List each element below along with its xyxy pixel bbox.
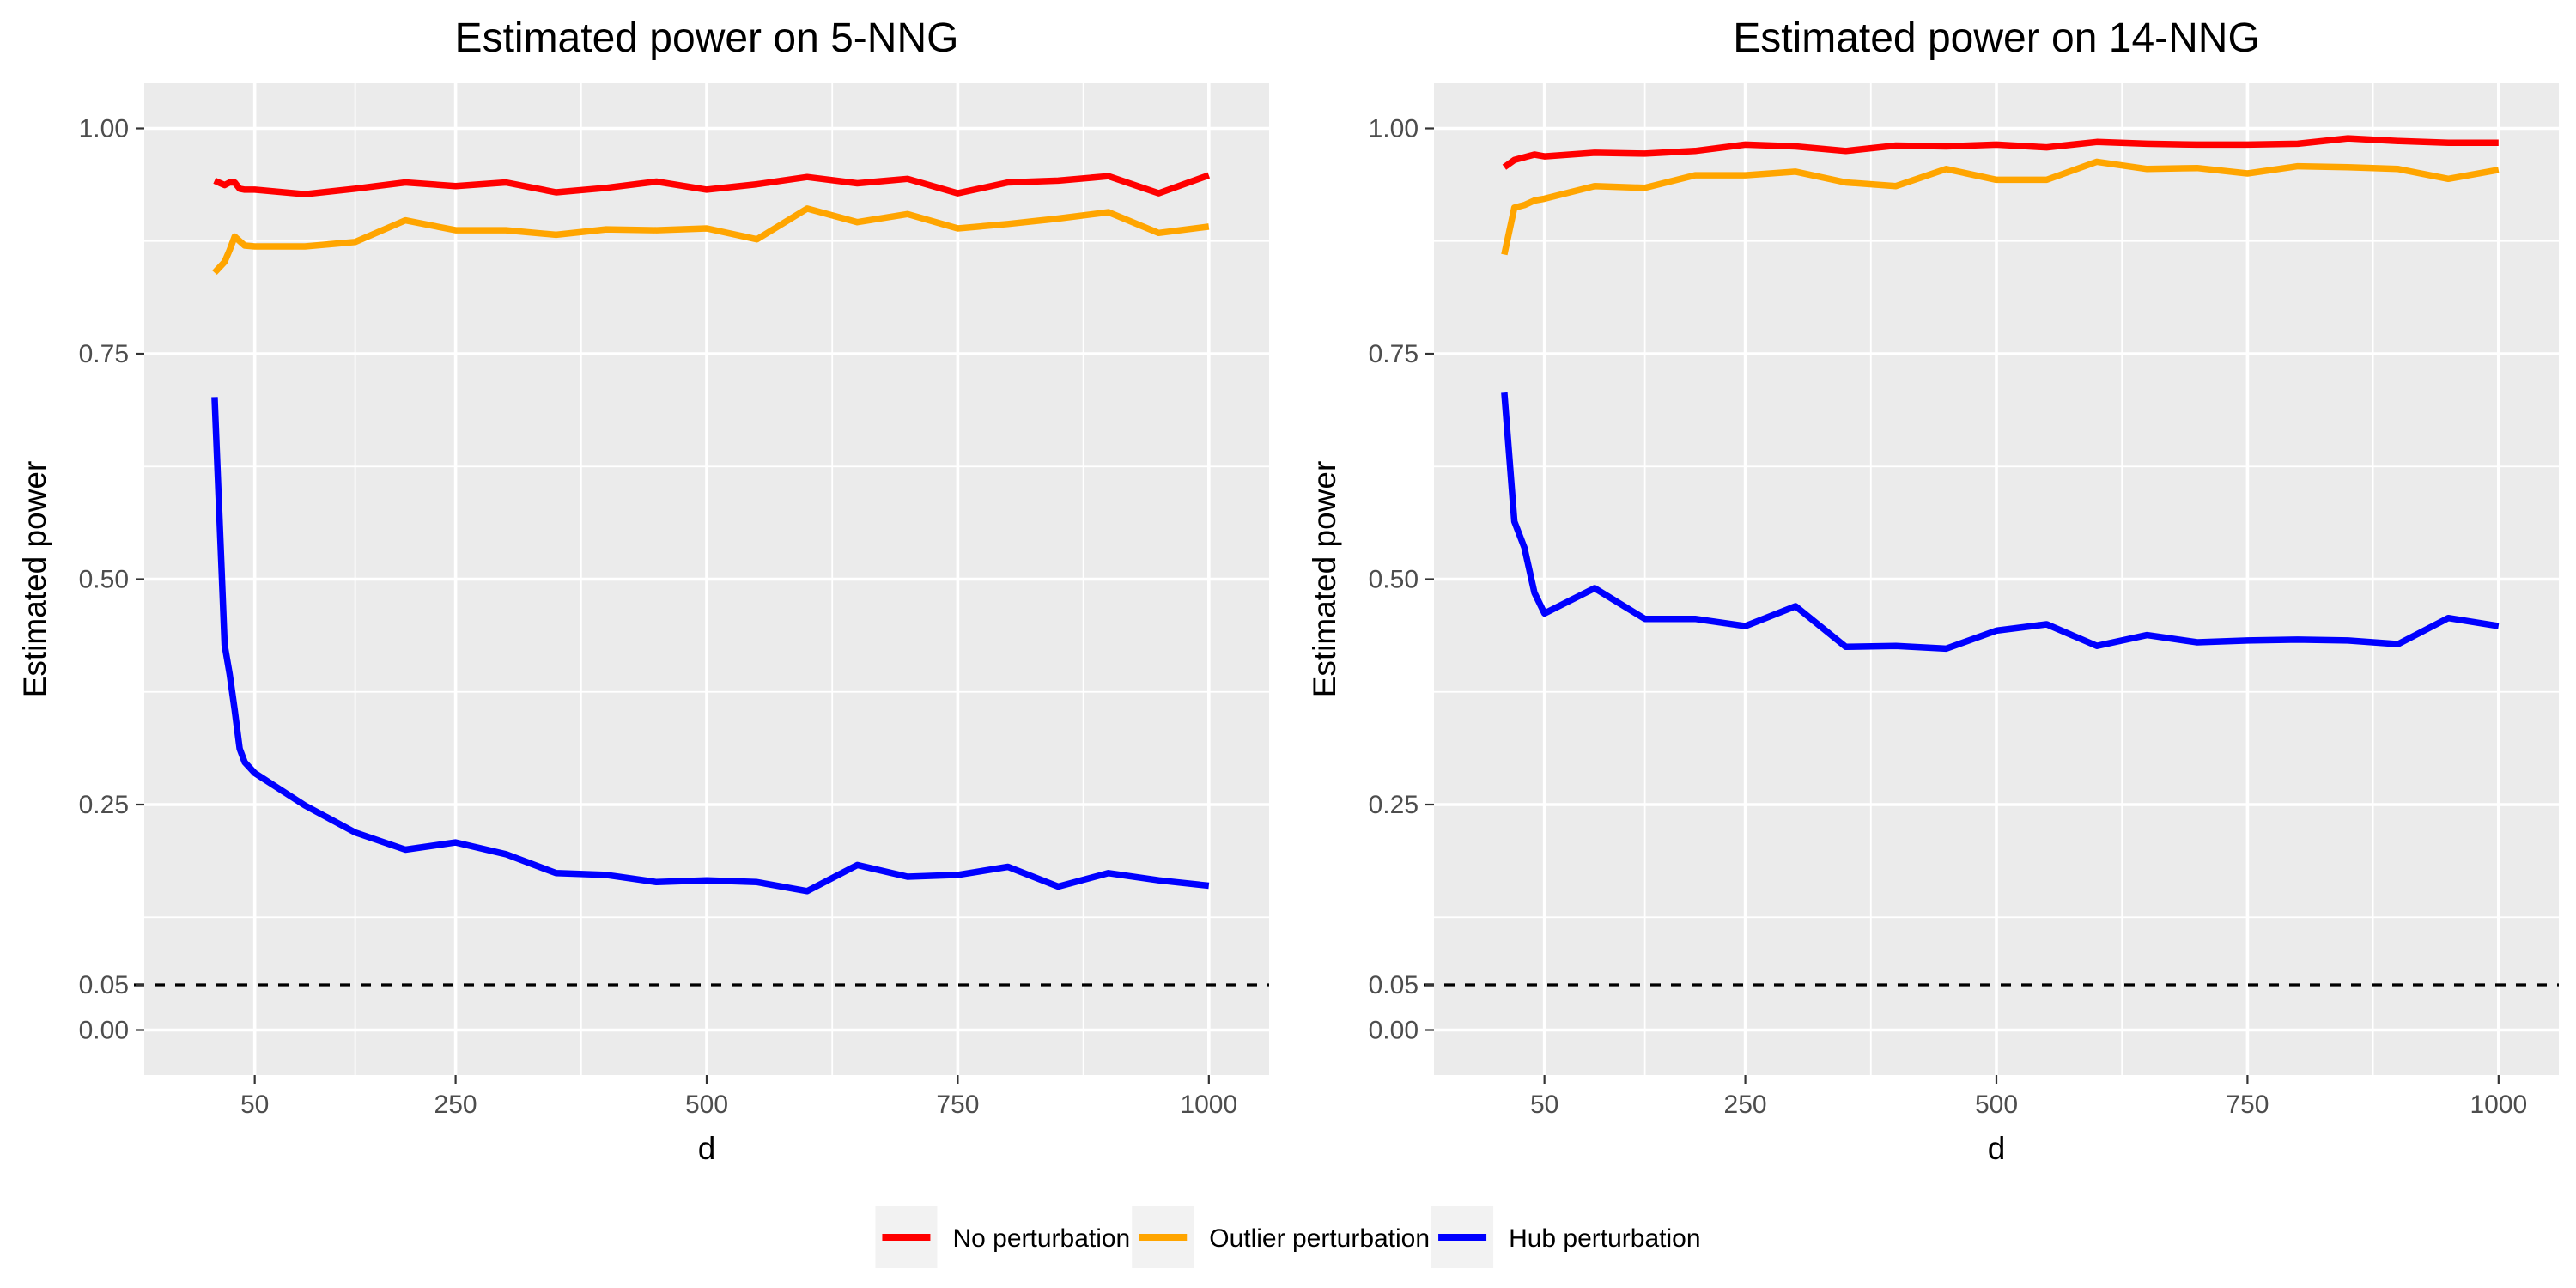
x-tick-label: 1000 bbox=[1180, 1091, 1237, 1119]
x-tick-label: 500 bbox=[1975, 1091, 2018, 1119]
x-axis-title: d bbox=[698, 1131, 716, 1166]
chart-title: Estimated power on 14-NNG bbox=[1733, 15, 2260, 61]
series-line-hub-perturbation bbox=[211, 397, 1210, 895]
y-tick-label: 0.25 bbox=[79, 791, 129, 819]
y-tick-label: 0.05 bbox=[79, 971, 129, 999]
panel-5-nng: 0.00 0.05 0.25 0.50 0.75 1.00 50 250 500 750 1000 E… bbox=[17, 15, 1269, 1166]
y-tick-label: 0.00 bbox=[1369, 1017, 1419, 1045]
x-tick-label: 50 bbox=[240, 1091, 269, 1119]
legend-label-no-perturbation: No perturbation bbox=[952, 1224, 1130, 1253]
y-axis-title: Estimated power bbox=[17, 461, 52, 698]
y-tick-label: 1.00 bbox=[79, 115, 129, 143]
legend-label-hub-perturbation: Hub perturbation bbox=[1509, 1224, 1700, 1253]
x-tick-label: 750 bbox=[2226, 1091, 2269, 1119]
series-line-outlier-perturbation bbox=[212, 205, 1210, 276]
x-tick-label: 1000 bbox=[2470, 1091, 2527, 1119]
chart-title: Estimated power on 5-NNG bbox=[455, 15, 959, 61]
y-tick-label: 0.50 bbox=[1369, 566, 1419, 594]
series-line-no-perturbation bbox=[213, 172, 1211, 197]
y-tick-label: 0.75 bbox=[1369, 340, 1419, 368]
y-tick-label: 1.00 bbox=[1369, 115, 1419, 143]
x-tick-label: 250 bbox=[1724, 1091, 1767, 1119]
y-tick-label: 0.50 bbox=[79, 566, 129, 594]
x-tick-label: 500 bbox=[685, 1091, 728, 1119]
legend: No perturbation Outlier perturbation Hub p… bbox=[875, 1206, 1701, 1268]
legend-label-outlier-perturbation: Outlier perturbation bbox=[1209, 1224, 1430, 1253]
panel-14-nng: 0.00 0.05 0.25 0.50 0.75 1.00 50 250 500 750 1000 E… bbox=[1307, 15, 2559, 1166]
x-axis-title: d bbox=[1988, 1131, 2006, 1166]
y-tick-label: 0.05 bbox=[1369, 971, 1419, 999]
y-tick-label: 0.75 bbox=[79, 340, 129, 368]
x-tick-label: 250 bbox=[434, 1091, 477, 1119]
y-tick-label: 0.00 bbox=[79, 1017, 129, 1045]
x-tick-label: 750 bbox=[936, 1091, 979, 1119]
x-tick-label: 50 bbox=[1530, 1091, 1558, 1119]
series-line-hub-perturbation bbox=[1501, 392, 2500, 653]
series-line-no-perturbation bbox=[1502, 135, 2499, 170]
y-tick-label: 0.25 bbox=[1369, 791, 1419, 819]
y-axis-title: Estimated power bbox=[1307, 461, 1342, 698]
series-line-outlier-perturbation bbox=[1501, 158, 2500, 256]
